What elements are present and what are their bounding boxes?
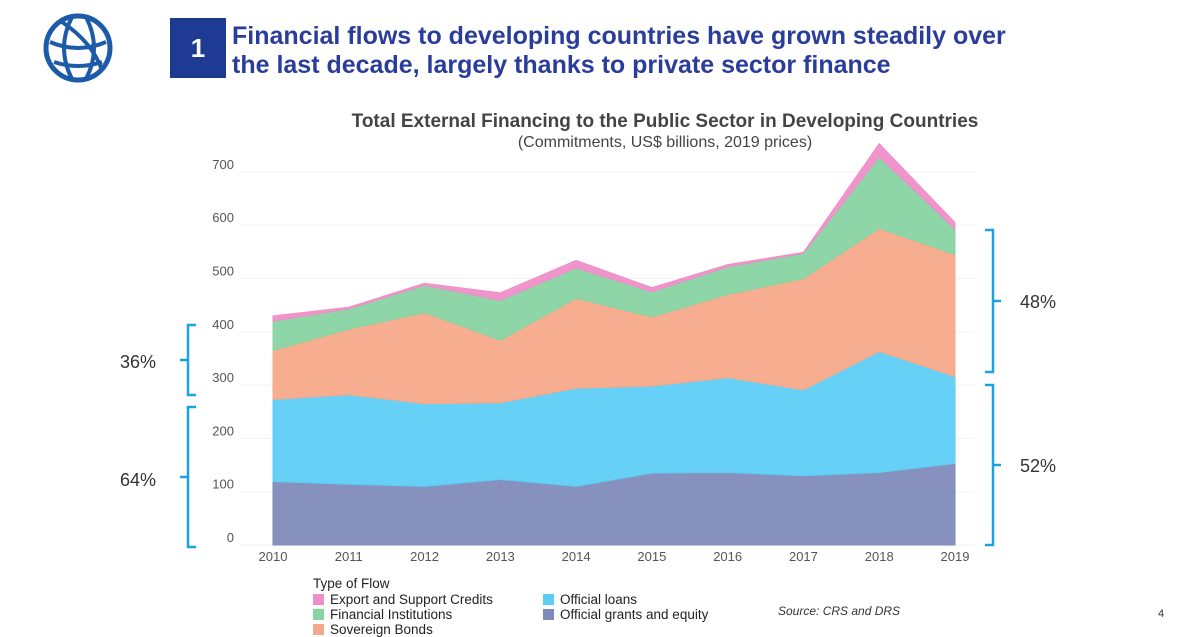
y-tick-label: 200 [212, 423, 234, 438]
x-tick-label: 2019 [941, 549, 970, 564]
slide-number-badge: 1 [170, 18, 226, 78]
x-tick-label: 2015 [637, 549, 666, 564]
bracket-right-upper [985, 228, 1001, 374]
legend-swatch [313, 609, 324, 620]
x-tick-label: 2011 [335, 549, 363, 564]
x-tick-label: 2017 [789, 549, 818, 564]
headline-line-2: the last decade, largely thanks to priva… [232, 51, 891, 79]
x-tick-label: 2012 [410, 549, 439, 564]
y-tick-label: 600 [212, 210, 234, 225]
x-tick-label: 2014 [562, 549, 591, 564]
annotation-left-lower: 64% [120, 470, 157, 490]
legend-swatch [543, 594, 554, 605]
annotation-right-lower: 52% [1020, 456, 1057, 476]
source-note: Source: CRS and DRS [778, 604, 901, 618]
legend-swatch [313, 594, 324, 605]
x-tick-label: 2018 [865, 549, 894, 564]
page-number: 4 [1158, 608, 1165, 620]
area-export-and-support-credits [272, 142, 956, 322]
x-tick-label: 2010 [259, 549, 288, 564]
bracket-right-lower [985, 383, 1001, 547]
x-tick-label: 2013 [486, 549, 515, 564]
x-tick-label: 2016 [713, 549, 742, 564]
world-bank-globe-icon [43, 13, 113, 83]
bracket-left-upper [180, 323, 196, 397]
chart-subtitle: (Commitments, US$ billions, 2019 prices) [517, 134, 813, 151]
legend-item-official-grants: Official grants and equity [543, 607, 708, 622]
legend-item-official-loans: Official loans [543, 592, 637, 607]
y-tick-label: 700 [212, 157, 234, 172]
chart-title: Total External Financing to the Public S… [351, 111, 979, 132]
legend-item-export: Export and Support Credits [313, 592, 493, 607]
slide-headline: Financial flows to developing countries … [232, 22, 1132, 80]
y-tick-label: 300 [212, 370, 234, 385]
y-tick-label: 400 [212, 317, 234, 332]
legend-title: Type of Flow [313, 576, 390, 591]
y-tick-label: 0 [227, 530, 234, 545]
headline-line-1: Financial flows to developing countries … [232, 22, 1006, 50]
annotation-right-upper: 48% [1020, 292, 1057, 312]
legend-item-financial-institutions: Financial Institutions [313, 607, 452, 622]
y-tick-label: 100 [212, 477, 234, 492]
y-tick-label: 500 [212, 264, 234, 279]
annotation-left-upper: 36% [120, 352, 157, 372]
bracket-left-lower [180, 405, 196, 549]
legend-swatch [543, 609, 554, 620]
